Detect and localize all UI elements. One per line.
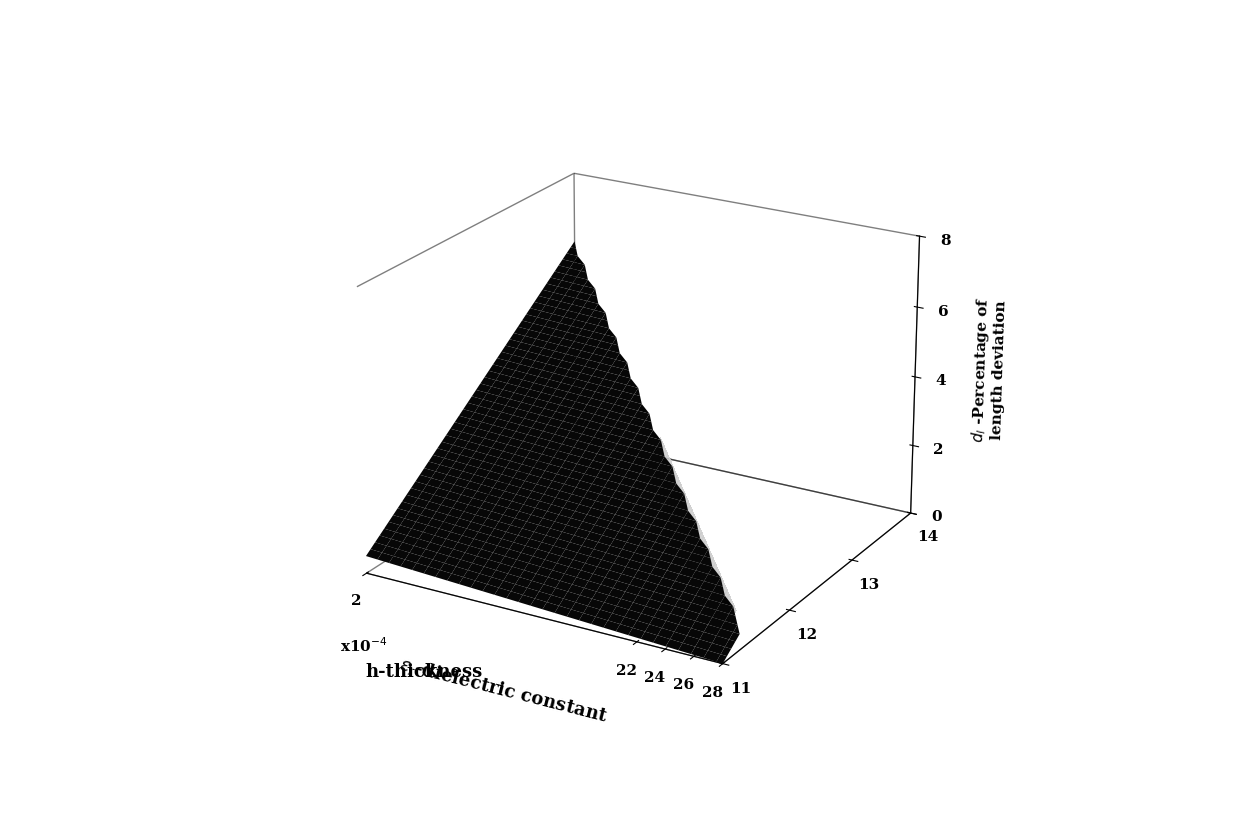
Text: x10$^{-4}$: x10$^{-4}$: [340, 636, 387, 654]
X-axis label: $\varepsilon_r$-dielectric constant: $\varepsilon_r$-dielectric constant: [397, 654, 610, 727]
Text: h-thickness: h-thickness: [365, 663, 482, 681]
